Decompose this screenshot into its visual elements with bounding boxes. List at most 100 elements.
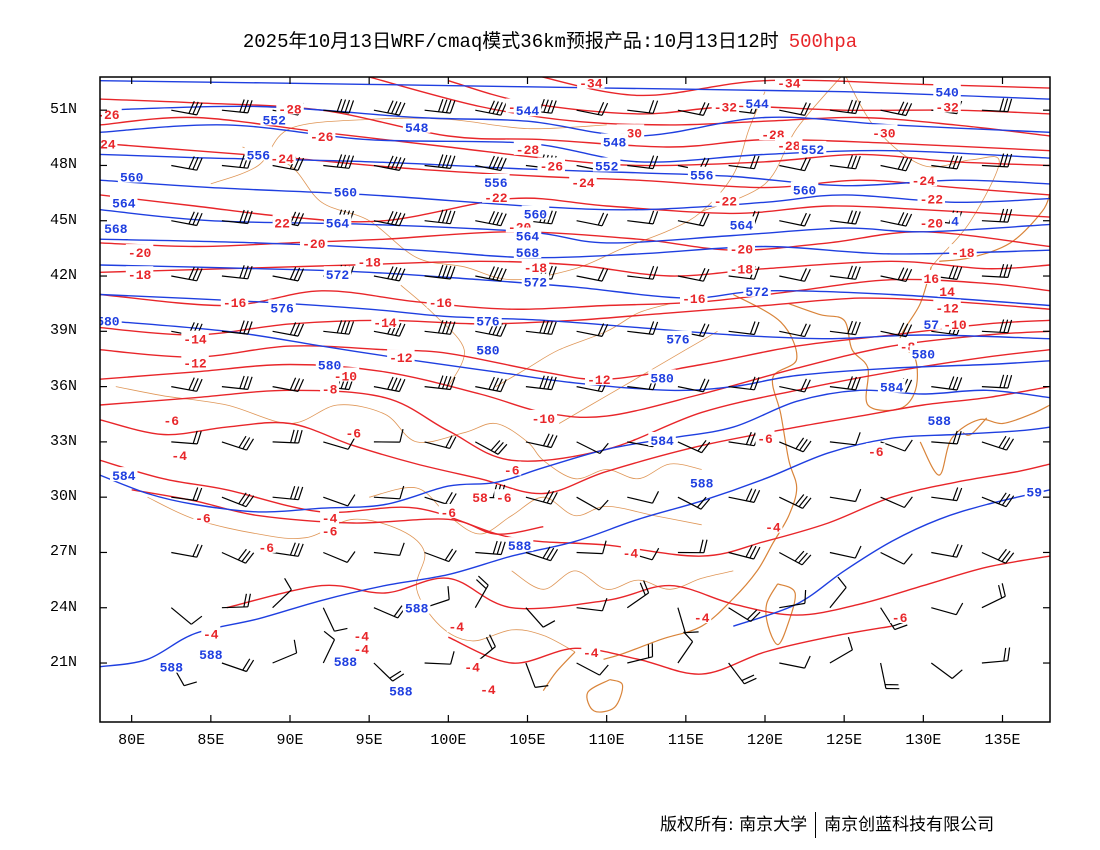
temperature-label: -4 (169, 446, 189, 464)
wind-barb (221, 435, 255, 451)
temperature-label: -32 (933, 98, 961, 116)
svg-text:-4: -4 (765, 521, 781, 536)
wind-barb (272, 542, 304, 557)
lon-tick-label: 85E (197, 732, 225, 749)
svg-text:560: 560 (524, 207, 548, 222)
wind-barb (221, 375, 253, 390)
temperature-label: -14 (371, 314, 399, 331)
geopotential-label: 572 (323, 266, 352, 283)
title-main: 2025年10月13日WRF/cmaq模式36km预报产品:10月13日12时 (242, 31, 779, 53)
wind-barb (373, 210, 406, 227)
boundary-line (147, 496, 576, 653)
coastline (765, 583, 796, 646)
svg-text:-6: -6 (892, 611, 908, 626)
temperature-label: -6 (193, 509, 213, 526)
wind-barb (221, 548, 255, 564)
temperature-label: -30 (870, 124, 898, 141)
svg-text:-28: -28 (777, 139, 801, 154)
temperature-label: -20 (300, 234, 328, 252)
temperature-label: -12 (181, 354, 209, 372)
temperature-contour (100, 319, 1050, 381)
wind-barb (221, 99, 253, 114)
wind-barb (779, 212, 811, 227)
wind-barb (576, 441, 609, 455)
temperature-label: -16 (220, 293, 249, 311)
geopotential-label: 544 (743, 94, 771, 112)
temperature-label: -20 (727, 240, 755, 257)
geopotential-label: 576 (474, 312, 502, 329)
wind-barb (323, 154, 355, 169)
geopotential-label: 588 (687, 474, 716, 491)
temperature-label: -10 (941, 315, 969, 333)
coastline (939, 192, 1050, 262)
temperature-label: -4 (763, 518, 783, 536)
wind-barb (931, 487, 963, 502)
wind-barb (829, 576, 847, 609)
geopotential-contour (733, 489, 1050, 627)
wind-barb (728, 376, 760, 391)
geopotential-label: 564 (323, 214, 352, 232)
svg-text:576: 576 (270, 301, 294, 316)
svg-text:580: 580 (318, 359, 342, 374)
wind-barb (829, 545, 862, 559)
svg-text:-4: -4 (480, 683, 496, 698)
temperature-contour (100, 260, 1050, 277)
wind-barb (779, 655, 811, 669)
wind-barb (576, 102, 609, 116)
geopotential-label: 560 (521, 205, 550, 222)
wind-barb (677, 440, 711, 454)
lat-tick-label: 51N (50, 101, 78, 119)
geopotential-label: 588 (505, 537, 534, 554)
wind-barb (475, 100, 507, 116)
svg-text:552: 552 (262, 113, 286, 128)
svg-text:576: 576 (666, 333, 690, 348)
svg-text:588: 588 (334, 655, 358, 670)
temperature-contour (100, 297, 1050, 336)
wind-barb (475, 440, 508, 455)
lat-tick-label: 21N (50, 654, 78, 672)
svg-text:-26: -26 (96, 108, 120, 123)
wind-barb (677, 631, 694, 664)
temperature-contour (100, 98, 1050, 152)
geopotential-label: 568 (102, 220, 130, 237)
wind-barb (931, 376, 963, 391)
svg-text:-10: -10 (334, 370, 358, 385)
geopotential-contours (100, 80, 1050, 668)
wind-barb (728, 155, 760, 170)
svg-text:552: 552 (801, 143, 825, 158)
wind-barb (272, 322, 305, 337)
wind-barb (373, 542, 405, 556)
geopotential-label: 59 (1024, 483, 1044, 501)
wind-barb (576, 597, 608, 612)
temperature-label: -22 (711, 192, 740, 210)
wind-barb (170, 607, 203, 625)
wind-barb (576, 267, 609, 282)
temperature-contour (100, 385, 1050, 495)
wind-barb (981, 264, 1013, 278)
wind-barb (424, 435, 457, 449)
svg-text:14: 14 (939, 285, 955, 300)
wind-barb (779, 102, 811, 116)
lon-tick-label: 130E (905, 732, 942, 749)
wind-barb (323, 98, 355, 114)
temperature-label: -6 (320, 522, 340, 539)
svg-text:540: 540 (935, 86, 959, 101)
geopotential-label: 564 (513, 227, 542, 245)
geopotential-label: 552 (798, 140, 827, 158)
wind-barb (424, 154, 456, 169)
svg-text:-4: -4 (171, 449, 187, 464)
wind-barb (627, 210, 659, 225)
lat-tick-label: 45N (50, 211, 78, 229)
temperature-label: -24 (268, 150, 296, 167)
svg-text:584: 584 (650, 434, 674, 449)
geopotential-label: 584 (110, 467, 138, 484)
wind-barb (525, 320, 557, 335)
geopotential-label: 556 (244, 146, 273, 163)
svg-text:-22: -22 (920, 193, 944, 208)
wind-barb (829, 376, 861, 391)
geopotential-label: 580 (100, 312, 122, 329)
wind-barb (981, 153, 1013, 168)
wind-barb (475, 266, 507, 282)
svg-text:-34: -34 (777, 77, 801, 92)
wind-barb (171, 543, 203, 558)
